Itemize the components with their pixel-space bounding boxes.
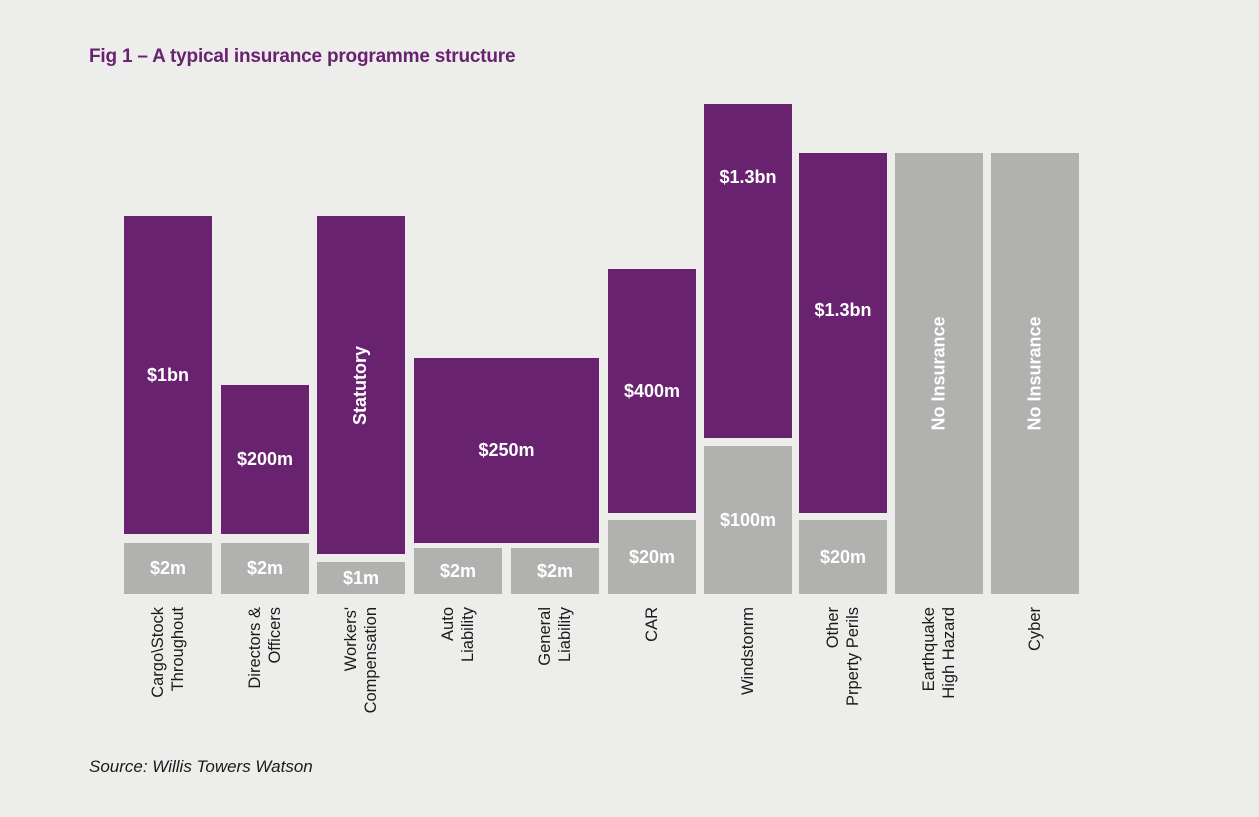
category-label: Other Prperty Perils [824, 607, 862, 707]
retention-layer-directors-officers: $2m [221, 543, 309, 594]
retention-layer-cargo-stock-throughout: $2m [124, 543, 212, 594]
source-note: Source: Willis Towers Watson [89, 757, 313, 776]
retention-layer-general-liability: $2m [511, 548, 599, 594]
layer-value-label: $2m [246, 558, 284, 578]
layer-value-label: $250m [478, 440, 535, 460]
layer-value-label: No Insurance [1024, 316, 1045, 431]
retention-layer-other-prperty-perils: $20m [799, 520, 887, 594]
no-insurance-block-earthquake-high-hazard: No Insurance [895, 153, 983, 594]
layer-value-label: $1.3bn [814, 299, 872, 320]
insured-layer-directors-officers: $200m [221, 385, 309, 534]
layer-value-label: $400m [623, 380, 681, 401]
layer-value-label: $20m [628, 546, 676, 567]
category-label: General Liability [536, 607, 574, 666]
layer-value-label: $1m [342, 567, 380, 588]
insured-layer-car: $400m [608, 269, 696, 513]
layer-value-label: $20m [819, 546, 867, 567]
layer-value-label: $100m [719, 509, 777, 530]
layer-value-label: No Insurance [928, 316, 949, 431]
insured-layer-other-prperty-perils: $1.3bn [799, 153, 887, 513]
retention-layer-auto-liability: $2m [414, 548, 502, 594]
category-label: Auto Liability [439, 607, 477, 663]
category-label: Workers' Compensation [342, 607, 380, 714]
insured-layer-cargo-stock-throughout: $1bn [124, 216, 212, 534]
no-insurance-block-cyber: No Insurance [991, 153, 1079, 594]
insured-layer-workers-compensation: Statutory [317, 216, 405, 554]
category-label: Cyber [1026, 607, 1044, 652]
retention-layer-windstonrm: $100m [704, 446, 792, 594]
category-label: CAR [643, 607, 661, 642]
layer-value-label: $1.3bn [719, 166, 777, 187]
retention-layer-workers-compensation: $1m [317, 562, 405, 594]
category-label: Directors & Officers [246, 607, 284, 689]
insured-layer-auto-liability: $250m [414, 358, 599, 543]
layer-value-label: Statutory [350, 345, 371, 425]
chart-title: Fig 1 – A typical insurance programme st… [89, 46, 516, 67]
category-label: Earthquake High Hazard [920, 607, 958, 699]
layer-value-label: $2m [149, 558, 187, 578]
insured-layer-windstonrm: $1.3bn [704, 104, 792, 438]
category-label: Windstonrm [739, 607, 757, 696]
category-label: Cargo\Stock Throughout [149, 607, 187, 698]
layer-value-label: $1bn [146, 364, 189, 385]
layer-value-label: $2m [536, 560, 574, 581]
layer-value-label: $200m [236, 449, 294, 469]
layer-value-label: $2m [439, 560, 477, 581]
retention-layer-car: $20m [608, 520, 696, 594]
